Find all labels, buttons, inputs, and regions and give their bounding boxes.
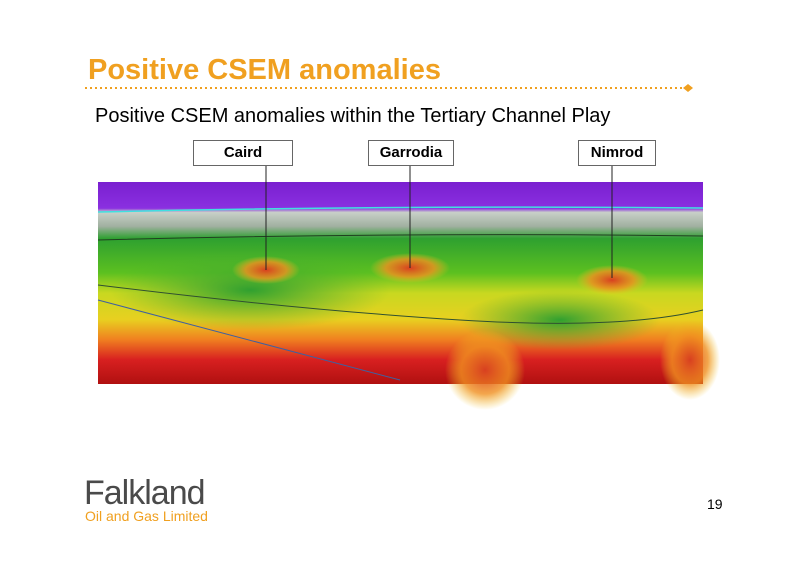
prospect-label: Caird (193, 140, 293, 166)
prospect-label: Garrodia (368, 140, 454, 166)
subtitle: Positive CSEM anomalies within the Terti… (95, 105, 611, 127)
page-number: 19 (707, 496, 723, 512)
prospect-label: Nimrod (578, 140, 656, 166)
logo-name: Falkland (84, 474, 206, 512)
logo-tagline: Oil and Gas Limited (85, 508, 208, 524)
slide-title: Positive CSEM anomalies (88, 54, 441, 86)
